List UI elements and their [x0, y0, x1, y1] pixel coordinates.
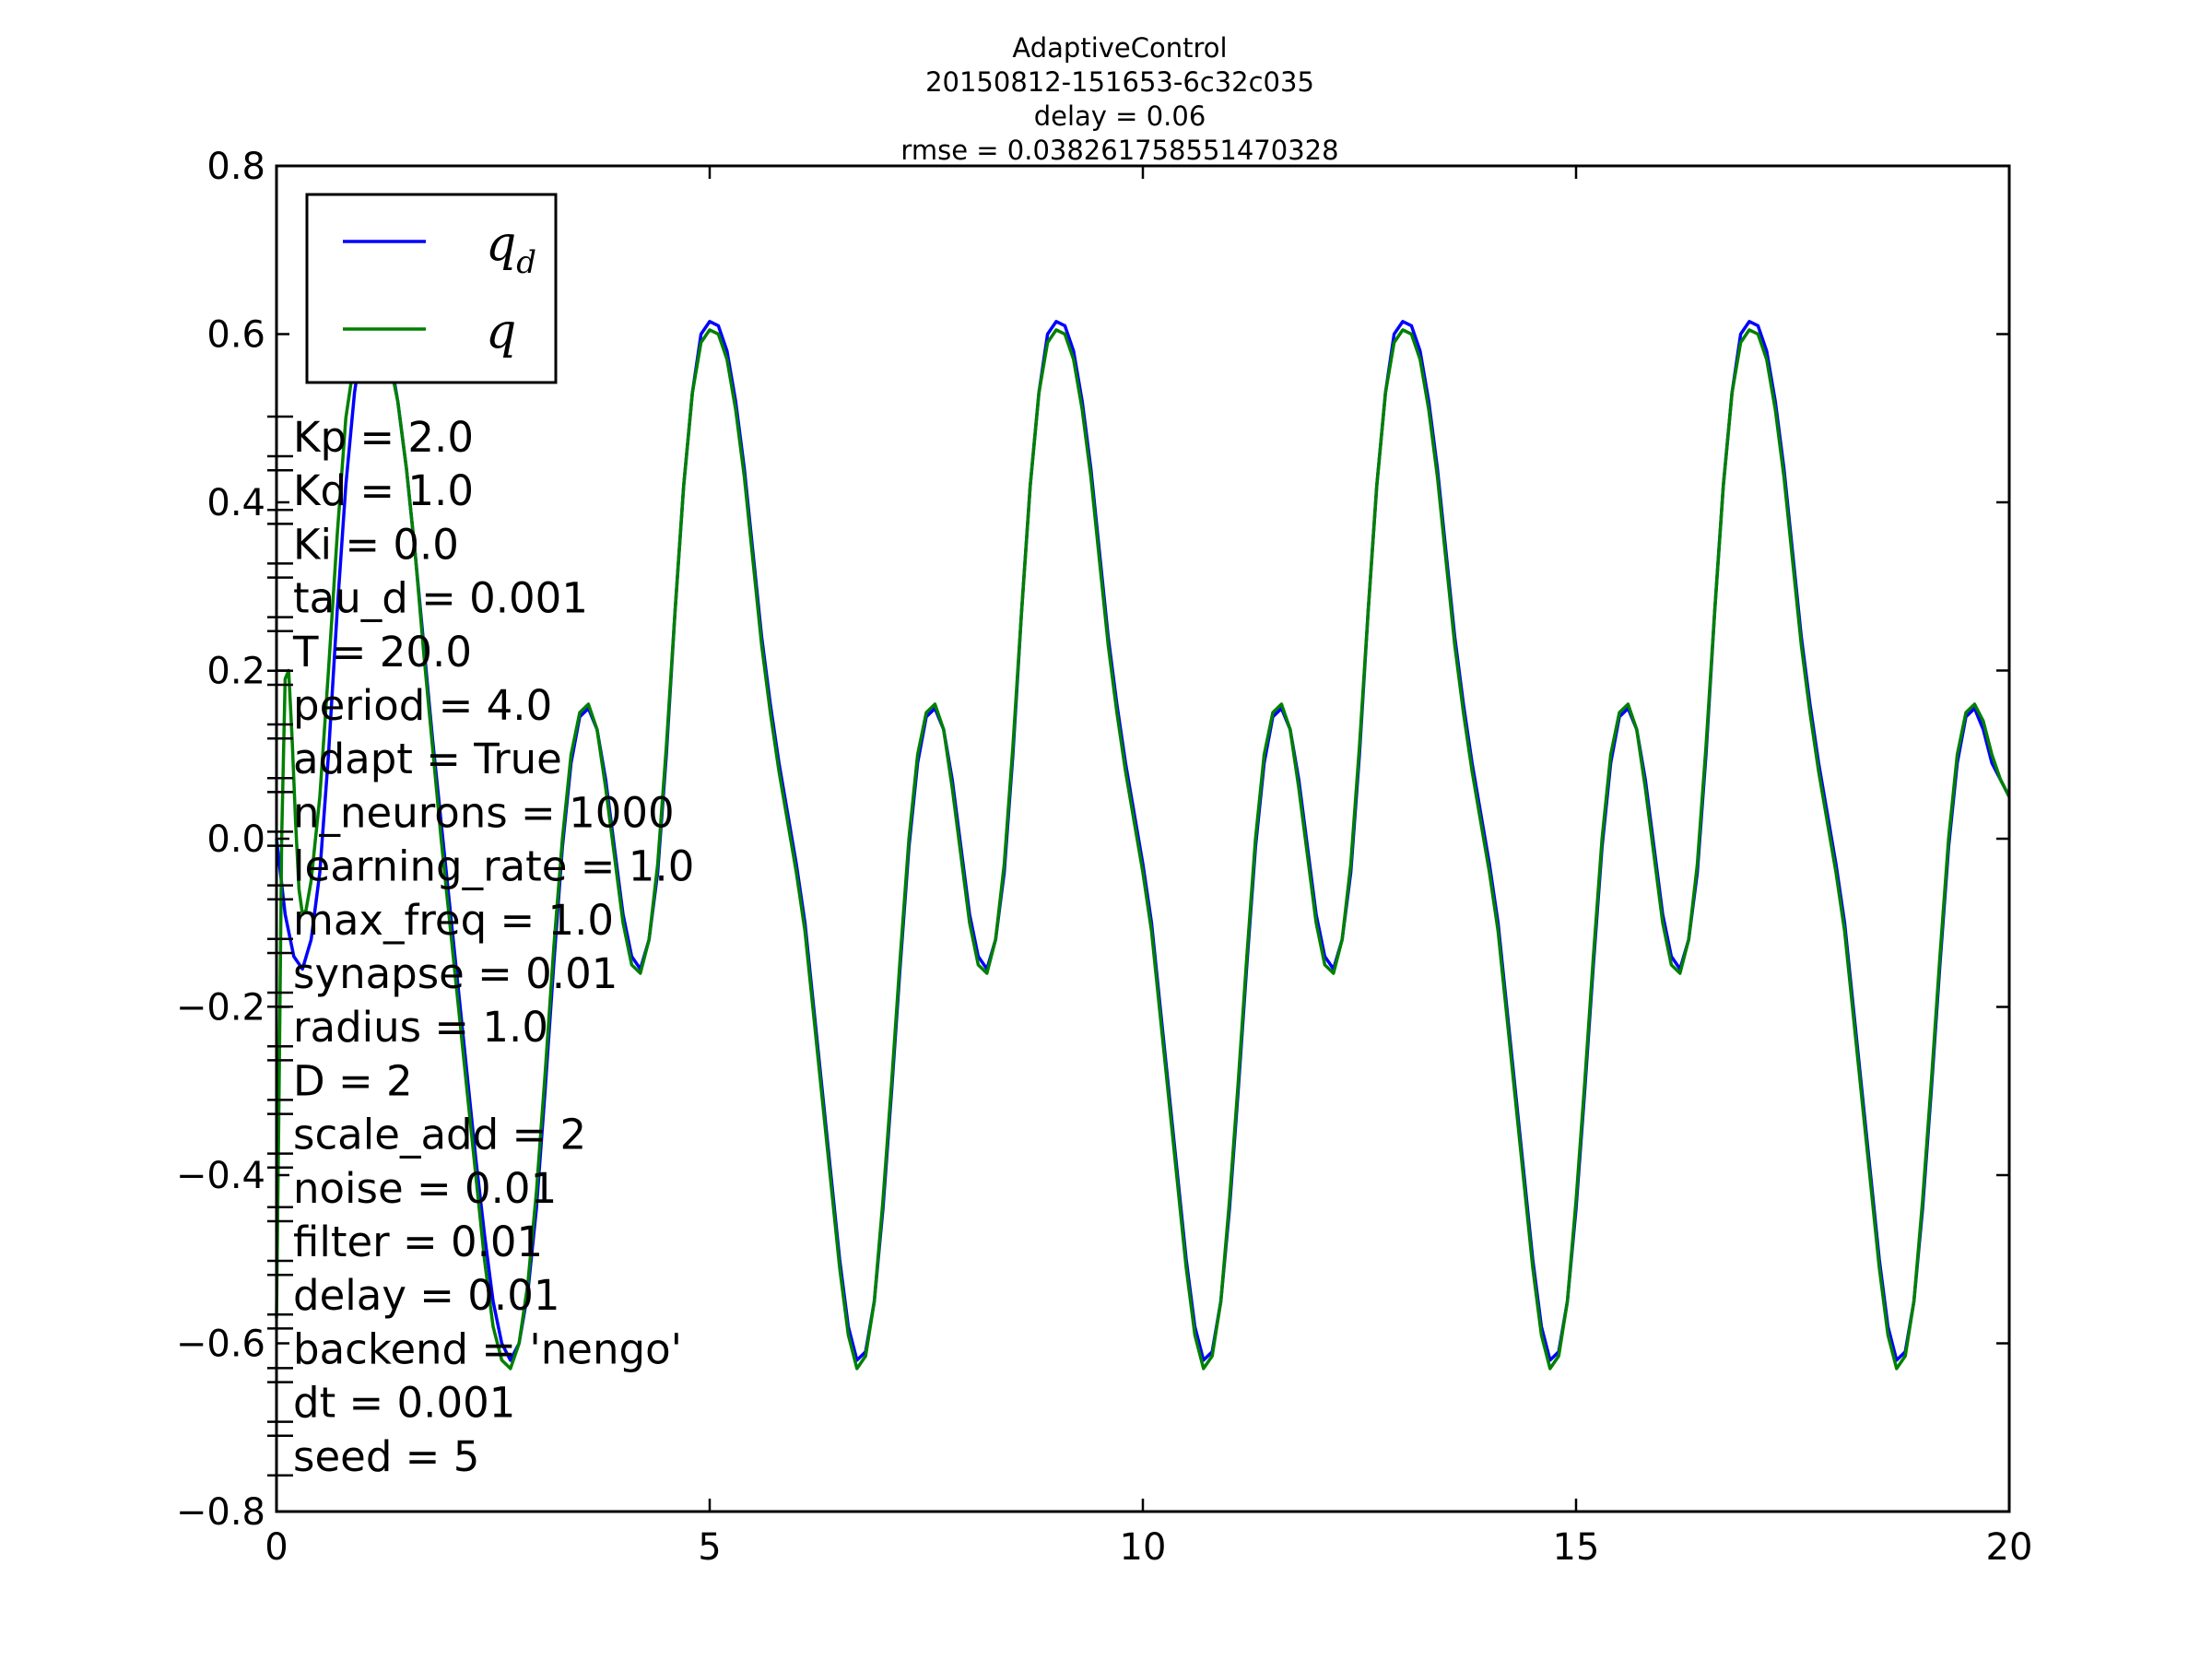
legend-box: [305, 193, 558, 384]
title-line-4: rmse = 0.038261758551470328: [900, 135, 1338, 166]
param-line-14: noise = 0.01: [293, 1164, 557, 1213]
param-line-18: dt = 0.001: [293, 1379, 515, 1428]
param-line-17: backend = 'nengo': [293, 1324, 682, 1373]
y-tick-label: 0.8: [206, 146, 265, 188]
y-tick-label: −0.8: [176, 1491, 265, 1534]
param-line-9: max_freq = 1.0: [293, 896, 614, 945]
param-line-8: learning_rate = 1.0: [293, 842, 694, 891]
y-tick-label: −0.2: [176, 987, 265, 1030]
y-tick-label: 0.2: [206, 651, 265, 693]
param-line-11: radius = 1.0: [293, 1003, 548, 1052]
x-tick-label: 20: [1986, 1526, 2033, 1569]
param-line-16: delay = 0.01: [293, 1271, 559, 1320]
title-line-1: AdaptiveControl: [1012, 32, 1227, 64]
x-tick-label: 0: [265, 1526, 288, 1569]
x-tick-label: 5: [698, 1526, 721, 1569]
y-tick-label: −0.6: [176, 1324, 265, 1366]
param-line-0: Kp = 2.0: [293, 413, 474, 462]
param-line-19: seed = 5: [293, 1432, 479, 1481]
x-tick-label: 10: [1120, 1526, 1167, 1569]
legend-label-q: q: [486, 304, 516, 359]
legend-label-q-d: qd: [486, 217, 536, 281]
param-line-10: synapse = 0.01: [293, 949, 618, 998]
param-line-5: period = 4.0: [293, 681, 552, 730]
parameter-annotations: Kp = 2.0Kd = 1.0 Ki = 0.0 tau_d = 0.001 T =…: [267, 413, 694, 1481]
y-axis: 0.8 0.6 0.4 0.2 0.0 −0.2 −0.4 −0.6 −0.8: [176, 146, 2009, 1534]
x-axis: 0 5 10 15 20: [265, 166, 2032, 1569]
param-line-2: Ki = 0.0: [293, 520, 459, 569]
param-line-7: n_neurons = 1000: [293, 788, 675, 837]
y-tick-label: 0.0: [206, 818, 265, 861]
title-line-3: delay = 0.06: [1034, 100, 1206, 132]
series-layer: [275, 315, 2011, 1371]
param-line-15: filter = 0.01: [293, 1218, 543, 1266]
param-line-13: scale_add = 2: [293, 1111, 586, 1159]
y-tick-label: 0.4: [206, 482, 265, 524]
y-tick-label: 0.6: [206, 314, 265, 357]
legend: qd q: [305, 193, 558, 384]
param-line-4: T = 20.0: [292, 628, 472, 677]
title-line-2: 20150812-151653-6c32c035: [925, 66, 1314, 98]
param-line-6: adapt = True: [293, 735, 562, 783]
series-line-q: [275, 324, 2011, 1371]
param-line-1: Kd = 1.0: [293, 466, 474, 515]
chart-title: AdaptiveControl 20150812-151653-6c32c035…: [900, 32, 1338, 166]
legend-symbol-q-d: q: [486, 217, 516, 272]
y-tick-label: −0.4: [176, 1155, 265, 1197]
x-tick-label: 15: [1553, 1526, 1600, 1569]
legend-subscript-q-d: d: [516, 244, 536, 281]
param-line-12: D = 2: [293, 1056, 413, 1105]
param-line-3: tau_d = 0.001: [293, 574, 588, 623]
